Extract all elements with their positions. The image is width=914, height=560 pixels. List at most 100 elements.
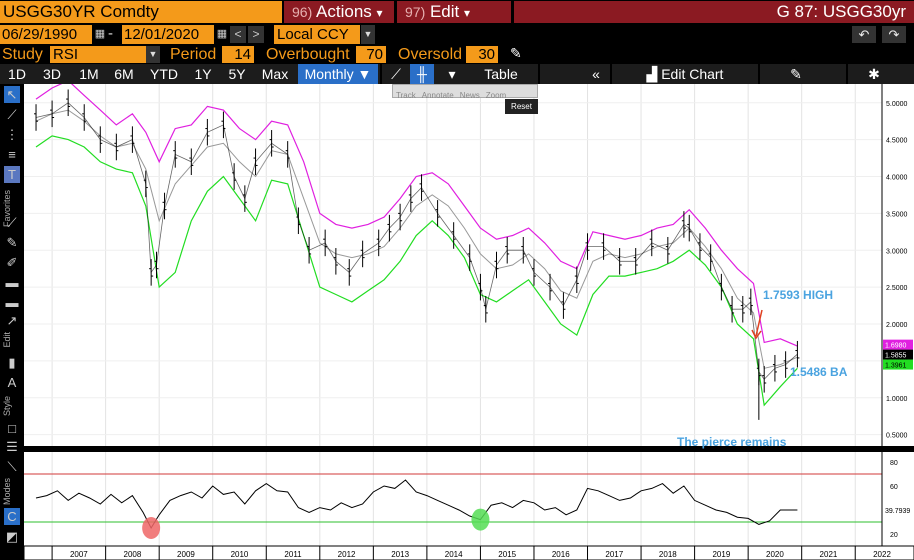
study-label: Study	[2, 46, 43, 63]
lower-last-label-bg	[883, 359, 913, 370]
delete-icon[interactable]: ▮	[8, 355, 16, 370]
x-tick-label: 2009	[177, 550, 195, 559]
currency-select[interactable]: Local CCY	[274, 25, 360, 44]
chevron-down-icon[interactable]: ▼	[361, 25, 375, 44]
edit-menu-number: 97)	[405, 4, 426, 20]
mode-icon[interactable]: C	[4, 508, 20, 525]
edit-chart-button[interactable]: ▟ Edit Chart	[640, 64, 730, 84]
range-6m-button[interactable]: 6M	[114, 66, 134, 82]
arrow-tool-icon[interactable]: ↗	[6, 313, 18, 328]
brush-icon[interactable]: ✐	[6, 255, 18, 270]
chevron-down-icon[interactable]: ▼	[146, 46, 160, 63]
drawing-tools-sidebar: ↖ ⟋ ⋮ ≡ T Favorites ⟋ ✎ ✐ ▬ ▬ ↗ Edit ▮ A…	[0, 84, 24, 560]
range-ytd-button[interactable]: YTD	[150, 66, 178, 82]
lower-last-label: 1.3961	[885, 363, 907, 370]
x-axis-frame	[24, 545, 914, 560]
actions-menu-number: 96)	[292, 4, 313, 20]
calendar-icon[interactable]: ▦	[216, 28, 228, 40]
news-tool[interactable]: News	[459, 91, 480, 100]
middle-band-line	[35, 109, 798, 369]
actions-menu-button[interactable]: 96) Actions ▾	[284, 1, 394, 23]
frequency-select[interactable]: Monthly ▼	[298, 64, 378, 84]
channel-icon[interactable]: ⋮	[5, 127, 19, 142]
price-tick-label: 3.5000	[886, 211, 908, 218]
chart-icon: ▟	[646, 66, 658, 82]
end-date-input[interactable]: 12/01/2020	[122, 25, 214, 44]
pencil-icon[interactable]: ✎	[510, 45, 522, 61]
annotate-icon[interactable]: ✎	[790, 66, 802, 82]
table-button[interactable]: Table	[484, 66, 518, 82]
period-input[interactable]: 14	[222, 46, 254, 63]
range-1m-button[interactable]: 1M	[79, 66, 99, 82]
price-last-label: 1.5855	[885, 353, 907, 360]
gear-icon[interactable]: ✱	[868, 66, 880, 82]
range-max-button[interactable]: Max	[261, 66, 289, 82]
x-tick-label: 2012	[338, 550, 356, 559]
color-mode-icon[interactable]: ◩	[5, 529, 19, 544]
x-tick-label: 2015	[498, 550, 516, 559]
date-range-dash: -	[108, 25, 113, 42]
oversold-input[interactable]: 30	[466, 46, 498, 63]
range-toolbar: 1D 3D 1M 6M YTD 1Y 5Y Max Monthly ▼ ⟋ ╫ …	[0, 64, 914, 84]
toolbar-divider	[610, 64, 612, 84]
toolbar-divider	[538, 64, 540, 84]
annotate-tool[interactable]: Annotate	[421, 91, 454, 100]
font-icon[interactable]: A	[7, 375, 17, 390]
x-tick-label: 2020	[766, 550, 784, 559]
ticker-field[interactable]: USGG30YR Comdty	[0, 1, 282, 23]
range-3d-button[interactable]: 3D	[43, 66, 61, 82]
rsi-oversold-highlight	[142, 517, 161, 539]
zoom-tool[interactable]: Zoom	[485, 91, 507, 100]
calendar-icon[interactable]: ▦	[94, 28, 106, 40]
rsi-last-label: 39.7939	[885, 508, 910, 515]
upper-band-line	[35, 84, 798, 347]
period-label: Period	[170, 46, 217, 63]
line-chart-icon[interactable]: ⟋	[391, 66, 401, 82]
pointer-icon[interactable]: ↖	[4, 86, 20, 103]
study-bar: Study RSI ▼ Period 14 Overbought 70 Over…	[0, 45, 914, 64]
price-chart[interactable]: 2007 2008 2009 2010 2011 2012 2013 2014 2015 2016…	[24, 84, 914, 560]
edit-chart-label: Edit Chart	[661, 66, 724, 82]
line-draw-icon[interactable]: ⟋	[7, 107, 17, 122]
previous-period-button[interactable]: <	[230, 26, 246, 43]
edit-menu-button[interactable]: 97) Edit ▾	[397, 1, 511, 23]
separator-icon: ▬	[5, 295, 19, 310]
line-style-icon[interactable]: ☰	[6, 439, 18, 454]
redo-button[interactable]: ↷	[882, 26, 906, 43]
overbought-input[interactable]: 70	[356, 46, 386, 63]
price-tick-label: 5.0000	[886, 101, 908, 108]
collapse-left-icon[interactable]: «	[592, 66, 600, 82]
toolbar-divider	[380, 64, 382, 84]
price-tick-label: 2.5000	[886, 285, 908, 292]
bar-chart-icon[interactable]: ╫	[410, 64, 434, 84]
undo-button[interactable]: ↶	[852, 26, 876, 43]
overbought-label: Overbought	[266, 46, 350, 63]
reset-button[interactable]: Reset	[505, 99, 538, 114]
toolbar-divider	[758, 64, 760, 84]
price-tick-label: 2.0000	[886, 322, 908, 329]
upper-last-label-bg	[883, 339, 913, 350]
toolbar-divider	[846, 64, 848, 84]
annotation-ba: 1.5486 BA	[790, 365, 848, 379]
x-tick-label: 2019	[712, 550, 730, 559]
price-tick-label: 0.5000	[886, 433, 908, 440]
chevron-down-icon[interactable]: ▾	[448, 66, 456, 82]
range-5y-button[interactable]: 5Y	[228, 66, 246, 82]
color-swatch-icon[interactable]: □	[8, 421, 16, 436]
levels-icon[interactable]: ≡	[8, 147, 16, 162]
price-tick-label: 4.5000	[886, 138, 908, 145]
ray-icon[interactable]: ⟋	[7, 215, 17, 230]
x-tick-label: 2013	[391, 550, 409, 559]
track-tool[interactable]: Track	[396, 91, 416, 100]
edit-menu-label: Edit	[429, 2, 460, 21]
range-1d-button[interactable]: 1D	[8, 66, 26, 82]
start-date-input[interactable]: 06/29/1990	[0, 25, 92, 44]
pen-icon[interactable]: ✎	[6, 235, 18, 250]
text-tool-icon[interactable]: T	[4, 166, 20, 183]
rsi-tick-label: 20	[890, 532, 898, 539]
ruler-icon[interactable]: ⟍	[7, 459, 17, 474]
price-tick-label: 3.0000	[886, 248, 908, 255]
study-select[interactable]: RSI	[50, 46, 146, 63]
range-1y-button[interactable]: 1Y	[194, 66, 212, 82]
next-period-button[interactable]: >	[248, 26, 264, 43]
